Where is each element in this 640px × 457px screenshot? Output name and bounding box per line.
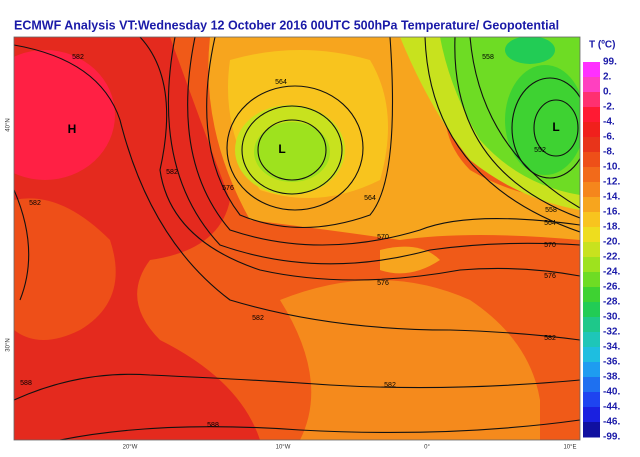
- legend-label: -10.: [603, 162, 620, 173]
- legend-label: -32.: [603, 327, 620, 338]
- legend-label: -2.: [603, 102, 615, 113]
- legend-label: -36.: [603, 357, 620, 368]
- legend-swatch: [583, 212, 600, 228]
- longitude-label: 20°W: [123, 445, 138, 451]
- contour-label: 564: [275, 79, 287, 86]
- longitude-label: 10°E: [563, 445, 576, 451]
- contour-label: 582: [252, 315, 264, 322]
- legend-label: -16.: [603, 207, 620, 218]
- contour-label: 576: [222, 185, 234, 192]
- legend-swatch: [583, 92, 600, 108]
- legend-label: -22.: [603, 252, 620, 263]
- contour-label: 582: [166, 169, 178, 176]
- contour-label: 564: [364, 195, 376, 202]
- legend-swatch: [583, 122, 600, 138]
- legend-label: -46.: [603, 417, 620, 428]
- legend-swatch: [583, 302, 600, 318]
- legend-swatch: [583, 62, 600, 78]
- legend-label: 99.: [603, 57, 617, 68]
- legend-label: 2.: [603, 72, 612, 83]
- pressure-center: L: [278, 142, 285, 156]
- legend-label: -8.: [603, 147, 615, 158]
- latitude-label: 30°N: [6, 338, 12, 351]
- contour-label: 588: [20, 380, 32, 387]
- legend-swatch: [583, 227, 600, 243]
- map-labels: H L L 582 582 582 576 564 564 570 576 582 582 588 588 5…: [6, 54, 577, 451]
- legend-swatch: [583, 317, 600, 333]
- legend-label: -28.: [603, 297, 620, 308]
- legend-label: 0.: [603, 87, 612, 98]
- latitude-label: 40°N: [6, 118, 12, 131]
- legend-swatch: [583, 107, 600, 123]
- legend-label: -38.: [603, 372, 620, 383]
- contour-label: 588: [207, 422, 219, 429]
- pressure-center: H: [68, 122, 77, 136]
- legend-swatch: [583, 332, 600, 348]
- longitude-label: 10°W: [276, 445, 291, 451]
- legend-swatch: [583, 287, 600, 303]
- pressure-center: L: [552, 120, 559, 134]
- contour-label: 552: [534, 147, 546, 154]
- legend-label: -6.: [603, 132, 615, 143]
- legend-swatch: [583, 257, 600, 273]
- longitude-label: 0°: [424, 445, 430, 451]
- legend-swatch: [583, 77, 600, 93]
- contour-label: 582: [544, 335, 556, 342]
- legend: 99. 2. 0. -2. -4. -6. -8. -10. -12. -14. -16. -18. -…: [583, 57, 620, 443]
- legend-label: -44.: [603, 402, 620, 413]
- legend-swatch: [583, 347, 600, 363]
- legend-label: -20.: [603, 237, 620, 248]
- contour-label: 576: [544, 273, 556, 280]
- contour-label: 564: [544, 220, 556, 227]
- legend-title: T (ºC): [589, 40, 615, 51]
- legend-swatch: [583, 422, 600, 438]
- contour-label: 570: [377, 234, 389, 241]
- legend-label: -26.: [603, 282, 620, 293]
- legend-label: -24.: [603, 267, 620, 278]
- legend-swatch: [583, 407, 600, 423]
- legend-label: -34.: [603, 342, 620, 353]
- legend-label: -18.: [603, 222, 620, 233]
- legend-label: -40.: [603, 387, 620, 398]
- contour-label: 582: [384, 382, 396, 389]
- contour-label: 570: [544, 242, 556, 249]
- title: ECMWF Analysis VT:Wednesday 12 October 2…: [14, 18, 559, 32]
- contour-label: 558: [545, 207, 557, 214]
- legend-swatch: [583, 182, 600, 198]
- legend-swatch: [583, 242, 600, 258]
- legend-swatch: [583, 362, 600, 378]
- legend-swatch: [583, 377, 600, 393]
- legend-label: -12.: [603, 177, 620, 188]
- map-area: [13, 36, 581, 441]
- contour-label: 576: [377, 280, 389, 287]
- legend-swatch: [583, 152, 600, 168]
- contour-label: 582: [72, 54, 84, 61]
- legend-label: -14.: [603, 192, 620, 203]
- legend-label: -99.: [603, 432, 620, 443]
- contour-label: 582: [29, 200, 41, 207]
- legend-swatch: [583, 392, 600, 408]
- legend-swatch: [583, 137, 600, 153]
- contour-label: 558: [482, 54, 494, 61]
- legend-label: -4.: [603, 117, 615, 128]
- legend-swatch: [583, 167, 600, 183]
- legend-label: -30.: [603, 312, 620, 323]
- legend-swatch: [583, 197, 600, 213]
- legend-swatch: [583, 272, 600, 288]
